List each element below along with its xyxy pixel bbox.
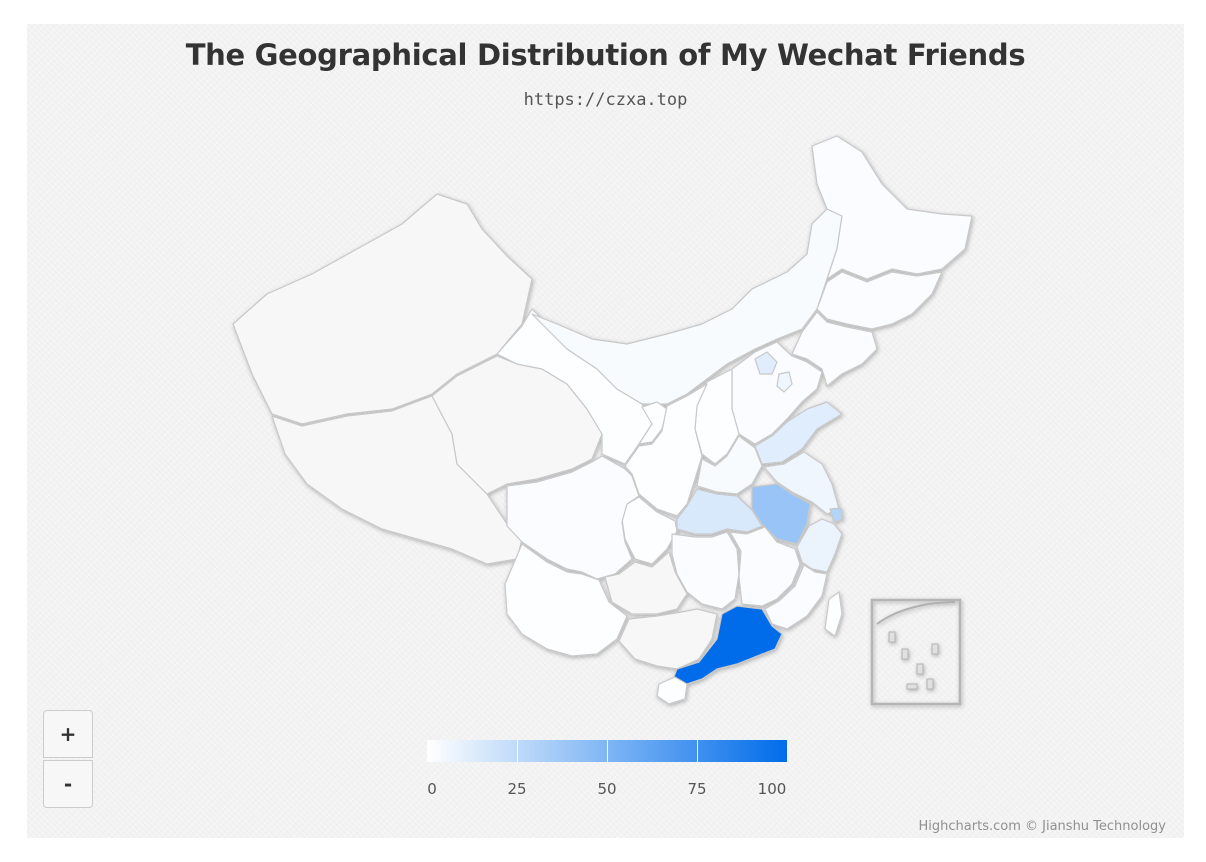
inset-island bbox=[916, 663, 924, 675]
legend-tick bbox=[607, 740, 608, 762]
legend-tick bbox=[697, 740, 698, 762]
legend-label-0: 0 bbox=[427, 780, 437, 798]
inset-island bbox=[888, 631, 896, 643]
province-taiwan[interactable] bbox=[824, 591, 843, 637]
province-shandong[interactable] bbox=[754, 401, 843, 465]
province-shanghai[interactable] bbox=[829, 507, 844, 523]
legend-label-25: 25 bbox=[507, 780, 527, 798]
province-liaoning[interactable] bbox=[791, 311, 878, 387]
legend-label-50: 50 bbox=[597, 780, 617, 798]
province-sichuan[interactable] bbox=[506, 455, 640, 580]
province-xinjiang[interactable] bbox=[232, 193, 533, 425]
inset-coastline bbox=[876, 601, 956, 625]
province-beijing[interactable] bbox=[754, 351, 778, 375]
province-guangxi[interactable] bbox=[618, 608, 718, 670]
province-zhejiang[interactable] bbox=[796, 518, 843, 573]
province-yunnan[interactable] bbox=[504, 543, 628, 657]
province-hunan[interactable] bbox=[671, 531, 740, 610]
inset-island bbox=[926, 678, 934, 690]
province-jiangxi[interactable] bbox=[729, 526, 801, 607]
legend-label-75: 75 bbox=[687, 780, 707, 798]
color-axis-legend bbox=[427, 740, 787, 762]
zoom-in-button[interactable]: + bbox=[43, 710, 93, 758]
province-ningxia[interactable] bbox=[638, 401, 668, 445]
province-fujian[interactable] bbox=[764, 564, 828, 630]
province-tianjin[interactable] bbox=[776, 371, 793, 393]
china-map bbox=[232, 135, 973, 706]
province-jilin[interactable] bbox=[816, 271, 943, 330]
legend-label-100: 100 bbox=[757, 780, 787, 798]
legend-tick bbox=[517, 740, 518, 762]
province-heilongjiang[interactable] bbox=[811, 135, 973, 280]
province-qinghai[interactable] bbox=[431, 355, 603, 495]
credits[interactable]: Highcharts.com © Jianshu Technology bbox=[918, 819, 1166, 834]
province-guizhou[interactable] bbox=[604, 551, 688, 615]
province-anhui[interactable] bbox=[751, 483, 811, 545]
inset-island bbox=[931, 643, 939, 655]
south-china-sea-inset bbox=[870, 598, 962, 706]
inset-island bbox=[906, 683, 918, 690]
zoom-out-button[interactable]: - bbox=[43, 760, 93, 808]
map-chart: The Geographical Distribution of My Wech… bbox=[27, 24, 1184, 838]
chart-subtitle: https://czxa.top bbox=[523, 90, 688, 110]
inset-island bbox=[901, 648, 909, 660]
province-hebei[interactable] bbox=[731, 341, 823, 445]
province-hubei[interactable] bbox=[676, 488, 763, 535]
province-henan[interactable] bbox=[696, 435, 763, 495]
chart-title: The Geographical Distribution of My Wech… bbox=[185, 38, 1026, 72]
province-hainan[interactable] bbox=[656, 676, 688, 705]
province-shaanxi[interactable] bbox=[624, 383, 708, 517]
